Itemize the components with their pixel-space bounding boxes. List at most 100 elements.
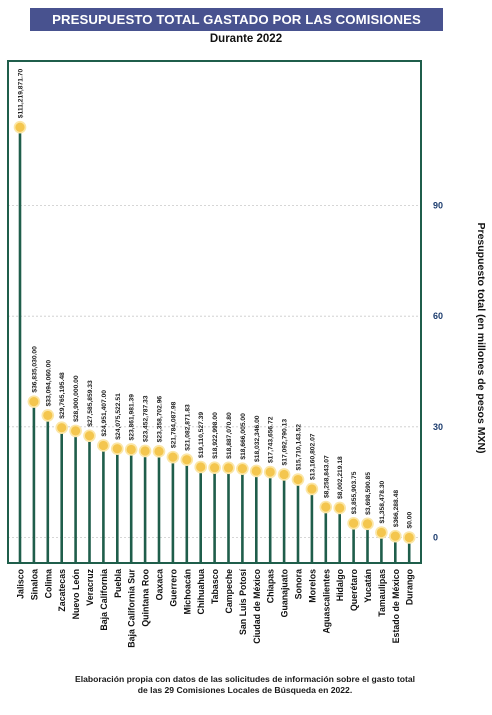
value-label: $18,922,998.00 [212,412,219,459]
data-point [29,397,39,407]
category-label: Sinaloa [29,569,39,600]
value-label: $8,258,843.07 [323,455,330,498]
data-point [112,444,122,454]
data-point [293,474,303,485]
y-tick-label: 0 [433,533,438,543]
y-axis-ticks: 0 30 60 90 [433,201,443,543]
value-label: $33,094,060.00 [45,360,52,407]
category-label: Zacatecas [57,569,67,612]
category-label: Morelos [307,569,317,603]
category-label: Quintana Roo [141,568,151,626]
value-label: $19,110,527.39 [198,412,205,458]
category-label: Tamaulipas [377,569,387,617]
category-label: Durango [405,568,415,605]
value-label: $21,082,871.83 [184,404,191,451]
category-label: Chiapas [266,569,276,603]
footer-line-2: de las 29 Comisiones Locales de Búsqueda… [137,685,353,695]
category-label: Puebla [113,569,123,598]
y-tick-label: 60 [433,311,443,321]
data-point [98,440,108,451]
value-label: $3,698,590.85 [365,472,372,515]
category-label: Colima [43,569,53,598]
category-label: Sonora [294,569,304,599]
value-label: $17,743,656.72 [268,416,275,463]
footer-note: Elaboración propia con datos de las soli… [30,674,460,696]
data-point [279,469,289,480]
data-point [140,446,150,456]
value-label: $18,032,346.00 [254,415,261,462]
value-label: $1,358,478.30 [379,480,386,523]
value-label: $36,835,030.00 [31,346,38,393]
category-labels: Jalisco Sinaloa Colima Zacatecas Nuevo León V… [16,568,415,647]
data-point [71,426,81,436]
chart-subtitle: Durante 2022 [209,33,283,45]
value-label: $366,288.48 [393,490,400,527]
data-point [237,464,247,474]
value-label: $23,452,787.33 [143,395,150,442]
value-label: $24,951,407.00 [101,390,108,437]
value-label: $29,765,195.48 [59,372,66,419]
data-point [210,463,220,473]
category-label: Estado de México [391,568,401,643]
y-tick-label: 30 [433,422,443,432]
value-label: $15,710,143.52 [296,424,303,471]
plot-frame [7,60,422,564]
value-label: $21,784,087.98 [170,401,177,448]
category-label: Oaxaca [155,569,165,600]
value-label: $17,092,790.13 [282,419,289,466]
category-label: Yucatán [363,569,373,603]
data-point [154,446,164,456]
category-label: Baja California Sur [127,568,137,647]
category-label: Guanajuato [280,568,290,617]
data-point [43,410,53,421]
data-point [390,531,400,541]
data-point [126,444,136,455]
value-label: $28,900,000.00 [73,375,80,422]
y-tick-label: 90 [433,201,443,211]
value-label: $23,358,702.96 [157,396,164,443]
value-label: $8,002,219.18 [337,456,344,499]
value-labels: $111,219,871.70 $36,835,030.00 $33,094,060… [18,68,414,528]
category-label: Jalisco [16,568,26,598]
category-label: Nuevo León [71,569,81,619]
category-label: Baja California [99,569,109,631]
data-point [335,503,345,513]
data-point [362,519,373,529]
category-label: Hidalgo [335,568,345,601]
category-label: Michoacán [182,569,192,614]
data-point [265,467,275,477]
category-label: Guerrero [168,568,178,606]
value-label: $111,219,871.70 [18,68,25,118]
category-label: Tabasco [210,568,220,604]
value-label: $24,075,522.51 [115,393,122,440]
data-point [196,462,206,472]
data-point [404,532,414,543]
value-label: $3,855,903.75 [351,471,358,514]
data-point [251,466,261,476]
data-point [15,122,25,132]
data-point [223,463,234,473]
category-label: Aguascalientes [321,569,331,634]
markers [13,120,416,544]
value-label: $18,666,005.00 [240,413,247,460]
value-label: $18,887,070.80 [226,412,233,459]
value-label: $23,861,981.39 [129,394,136,441]
category-label: Veracruz [85,568,95,605]
chart-title: PRESUPUESTO TOTAL GASTADO POR LAS COMISI… [30,8,443,50]
y-axis-title: Presupuesto total (en millones de pesos … [475,222,487,453]
data-point [168,452,178,462]
category-label: Chihuahua [196,569,206,615]
category-label: Ciudad de México [252,568,262,643]
data-point [84,431,95,441]
category-label: Campeche [224,569,234,614]
data-point [321,502,331,512]
data-point [182,455,192,465]
value-label: $27,585,859.33 [87,380,94,427]
category-label: San Luis Potosí [238,568,248,635]
value-label: $0.00 [407,511,414,528]
stems [18,127,411,563]
category-label: Querétaro [349,568,359,611]
data-point [376,527,386,538]
data-point [57,423,67,433]
